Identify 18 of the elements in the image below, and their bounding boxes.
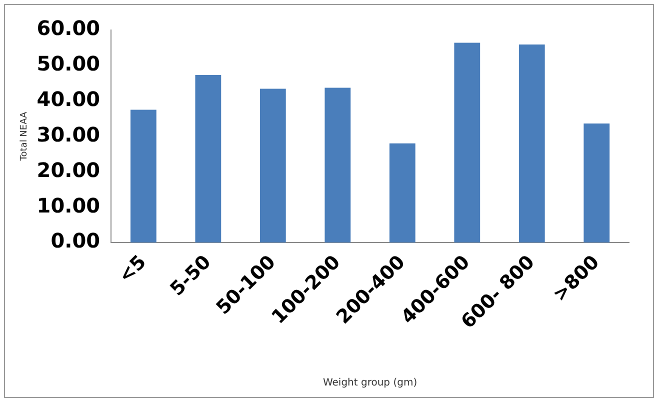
y-tick-label: 40.00 — [36, 87, 100, 112]
y-tick-label: 0.00 — [50, 228, 100, 253]
bar — [454, 42, 480, 243]
y-axis-title: Total NEAA — [20, 111, 30, 162]
bar — [130, 110, 156, 243]
bar — [324, 88, 351, 243]
x-axis-title: Weight group (gm) — [322, 378, 418, 389]
bar — [260, 88, 286, 243]
y-tick-label: 30.00 — [36, 122, 100, 146]
bar — [584, 124, 610, 243]
y-tick-label: 10.00 — [36, 193, 100, 218]
y-tick-label: 50.00 — [36, 52, 100, 76]
bar — [195, 74, 222, 243]
bar — [518, 44, 545, 243]
x-tick-label: <5 — [114, 251, 150, 288]
y-tick-label: 20.00 — [36, 158, 100, 182]
bar — [389, 143, 416, 243]
y-tick-label: 60.00 — [36, 16, 100, 40]
